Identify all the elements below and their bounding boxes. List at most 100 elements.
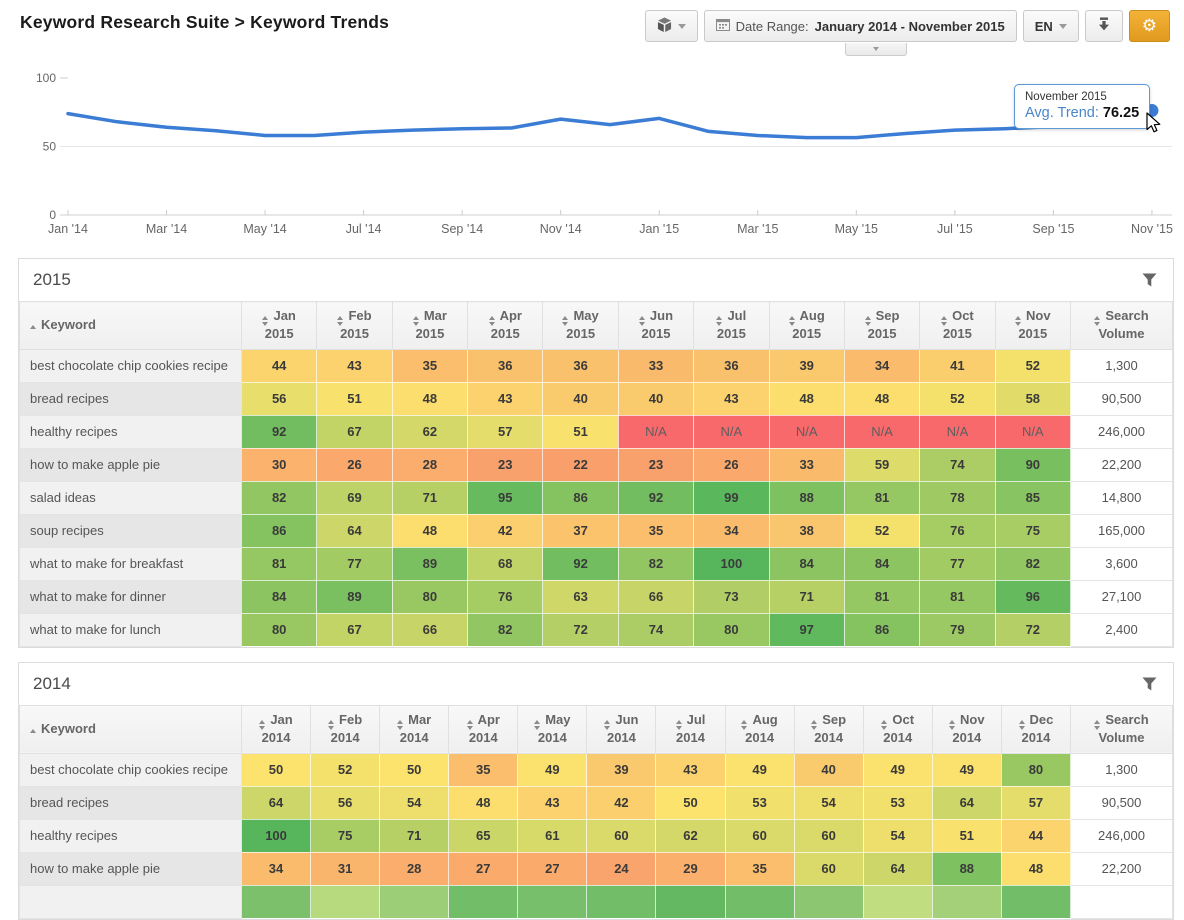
col-header-feb-2015[interactable]: Feb2015 (317, 302, 392, 350)
trend-cell: 48 (844, 382, 919, 415)
filter-icon (1142, 677, 1157, 691)
trend-cell: 75 (311, 819, 380, 852)
filter-button[interactable] (1140, 271, 1159, 289)
col-header-oct-2014[interactable]: Oct2014 (863, 705, 932, 753)
trend-cell: 95 (468, 481, 543, 514)
x-axis-tick-label: Mar '14 (146, 222, 187, 236)
col-header-mar-2014[interactable]: Mar2014 (380, 705, 449, 753)
date-range-button[interactable]: Date Range: January 2014 - November 2015 (704, 10, 1017, 42)
table-row: what to make for lunch806766827274809786… (20, 613, 1173, 646)
col-header-jan-2014[interactable]: Jan2014 (242, 705, 311, 753)
col-header-may-2014[interactable]: May2014 (518, 705, 587, 753)
col-header-nov-2014[interactable]: Nov2014 (932, 705, 1001, 753)
col-header-sep-2014[interactable]: Sep2014 (794, 705, 863, 753)
trend-cell: 44 (1001, 819, 1070, 852)
chevron-down-icon (678, 24, 686, 29)
col-header-apr-2014[interactable]: Apr2014 (449, 705, 518, 753)
col-header-keyword[interactable]: Keyword (20, 302, 242, 350)
toolbar-collapse-button[interactable] (845, 43, 907, 56)
trend-cell: 41 (920, 349, 995, 382)
trend-cell: 58 (995, 382, 1070, 415)
sort-icon (337, 316, 343, 326)
trend-cell: 84 (844, 547, 919, 580)
trend-cell: 43 (518, 786, 587, 819)
keyword-tables: 2015KeywordJan2015Feb2015Mar2015Apr2015M… (0, 258, 1184, 920)
trend-cell: 57 (468, 415, 543, 448)
mouse-cursor (1146, 112, 1164, 134)
col-header-jan-2015[interactable]: Jan2015 (242, 302, 317, 350)
trend-cell: 50 (656, 786, 725, 819)
trend-cell (725, 885, 794, 918)
x-axis-tick-label: Sep '15 (1032, 222, 1074, 236)
trend-cell: 74 (920, 448, 995, 481)
trend-cell: 24 (587, 852, 656, 885)
trend-cell: 88 (769, 481, 844, 514)
sort-icon (1094, 720, 1100, 730)
trend-cell: 88 (932, 852, 1001, 885)
trend-cell: 86 (543, 481, 618, 514)
trend-cell: 76 (920, 514, 995, 547)
sort-icon (1019, 720, 1025, 730)
col-header-jul-2014[interactable]: Jul2014 (656, 705, 725, 753)
trend-cell: 56 (242, 382, 317, 415)
col-header-mar-2015[interactable]: Mar2015 (392, 302, 467, 350)
trend-cell: 35 (392, 349, 467, 382)
trend-cell: 63 (543, 580, 618, 613)
trend-line-chart[interactable]: 050100Jan '14Mar '14May '14Jul '14Sep '1… (0, 64, 1184, 246)
sort-icon (811, 720, 817, 730)
trend-cell: 64 (932, 786, 1001, 819)
col-header-jul-2015[interactable]: Jul2015 (694, 302, 769, 350)
keyword-cell: best chocolate chip cookies recipe (20, 753, 242, 786)
search-volume-cell: 14,800 (1071, 481, 1173, 514)
trend-cell: 100 (242, 819, 311, 852)
trend-cell: 71 (380, 819, 449, 852)
download-button[interactable] (1085, 10, 1123, 42)
trend-cell: 37 (543, 514, 618, 547)
col-header-oct-2015[interactable]: Oct2015 (920, 302, 995, 350)
x-axis-tick-label: Mar '15 (737, 222, 778, 236)
trend-cell: 79 (920, 613, 995, 646)
col-header-search-volume[interactable]: SearchVolume (1071, 705, 1173, 753)
col-header-aug-2015[interactable]: Aug2015 (769, 302, 844, 350)
year-panel-2015: 2015KeywordJan2015Feb2015Mar2015Apr2015M… (18, 258, 1174, 648)
col-header-dec-2014[interactable]: Dec2014 (1001, 705, 1070, 753)
col-header-sep-2015[interactable]: Sep2015 (844, 302, 919, 350)
col-header-apr-2015[interactable]: Apr2015 (468, 302, 543, 350)
trend-cell: 28 (380, 852, 449, 885)
trend-cell: 52 (311, 753, 380, 786)
trend-cell: 43 (317, 349, 392, 382)
x-axis-tick-label: Sep '14 (441, 222, 483, 236)
year-panel-2014: 2014KeywordJan2014Feb2014Mar2014Apr2014M… (18, 662, 1174, 920)
col-header-jun-2015[interactable]: Jun2015 (618, 302, 693, 350)
col-header-keyword[interactable]: Keyword (20, 705, 242, 753)
language-select[interactable]: EN (1023, 10, 1079, 42)
toolbar: Date Range: January 2014 - November 2015… (645, 10, 1170, 42)
col-header-aug-2014[interactable]: Aug2014 (725, 705, 794, 753)
col-header-jun-2014[interactable]: Jun2014 (587, 705, 656, 753)
trend-cell: 75 (995, 514, 1070, 547)
trend-cell: 60 (794, 852, 863, 885)
apps-menu-button[interactable] (645, 10, 698, 42)
trend-cell: 64 (242, 786, 311, 819)
filter-button[interactable] (1140, 675, 1159, 693)
col-header-search-volume[interactable]: SearchVolume (1071, 302, 1173, 350)
trend-cell: 54 (380, 786, 449, 819)
sort-icon (604, 720, 610, 730)
sort-icon (413, 316, 419, 326)
col-header-may-2015[interactable]: May2015 (543, 302, 618, 350)
settings-button[interactable]: ⚙ (1129, 10, 1170, 42)
col-header-nov-2015[interactable]: Nov2015 (995, 302, 1070, 350)
trend-cell: 50 (380, 753, 449, 786)
sort-icon (259, 720, 265, 730)
trend-cell: 52 (844, 514, 919, 547)
search-volume-cell: 22,200 (1071, 448, 1173, 481)
x-axis-tick-label: Jul '15 (937, 222, 973, 236)
trend-cell: 96 (995, 580, 1070, 613)
trend-cell (380, 885, 449, 918)
trend-cell (518, 885, 587, 918)
trend-cell: 80 (694, 613, 769, 646)
trend-cell: 71 (392, 481, 467, 514)
avg-trend-line[interactable] (68, 111, 1152, 138)
search-volume-cell: 90,500 (1071, 786, 1173, 819)
col-header-feb-2014[interactable]: Feb2014 (311, 705, 380, 753)
